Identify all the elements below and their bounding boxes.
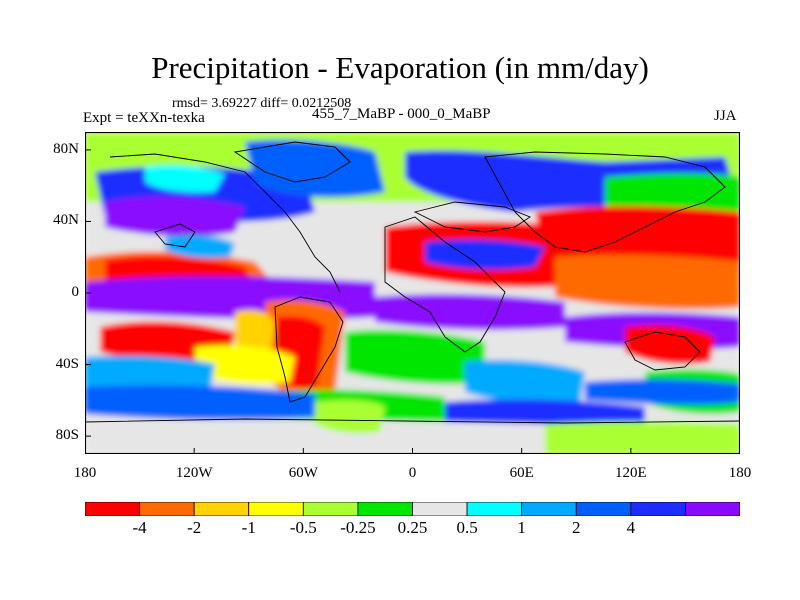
x-tick-label: 0 xyxy=(408,465,417,481)
colorbar-swatch xyxy=(466,502,523,516)
colorbar-swatch xyxy=(685,502,740,516)
y-tick-label: 40S xyxy=(55,355,79,372)
stats-label: rmsd= 3.69227 diff= 0.0212508 xyxy=(172,96,352,111)
colorbar-swatch xyxy=(302,502,359,516)
map-panel xyxy=(85,132,740,454)
experiment-label: Expt = teXXn-texka xyxy=(83,110,205,126)
colorbar-label: -0.5 xyxy=(289,518,317,537)
colorbar-label: 4 xyxy=(626,518,636,537)
x-tick-label: 120W xyxy=(175,465,213,481)
colorbar-swatch xyxy=(193,502,250,516)
coastlines xyxy=(85,141,740,424)
colorbar-swatch xyxy=(139,502,195,516)
precipitation-map xyxy=(85,132,740,454)
x-tick-label: 60E xyxy=(509,465,534,481)
colorbar-swatch xyxy=(575,502,632,516)
x-tick-label: 180 xyxy=(728,465,752,481)
y-tick-label: 0 xyxy=(71,284,80,300)
colorbar-label: 1 xyxy=(517,518,526,537)
colorbar-swatch xyxy=(630,502,686,516)
field-layers xyxy=(85,132,740,454)
colorbar-swatch xyxy=(521,502,577,516)
colorbar-swatch xyxy=(357,502,413,516)
colorbar-swatch xyxy=(412,502,468,516)
colorbar-swatch xyxy=(248,502,304,516)
y-tick-label: 80S xyxy=(55,427,79,444)
y-tick-label: 80N xyxy=(53,140,79,157)
colorbar-label: 0.5 xyxy=(456,518,478,537)
colorbar-label: 2 xyxy=(572,518,581,537)
colorbar-label: -4 xyxy=(132,518,147,537)
chart-title: Precipitation - Evaporation (in mm/day) xyxy=(151,50,649,85)
colorbar-label: -2 xyxy=(187,518,202,537)
colorbar-label: -0.25 xyxy=(340,518,376,537)
x-tick-label: 60W xyxy=(288,465,318,481)
colorbar-swatch xyxy=(85,502,140,516)
colorbar-label: -1 xyxy=(241,518,256,537)
difference-label: 455_7_MaBP - 000_0_MaBP xyxy=(312,106,491,122)
x-tick-label: 180 xyxy=(73,465,97,481)
colorbar-label: 0.25 xyxy=(397,518,428,537)
y-tick-label: 40N xyxy=(53,212,79,229)
colorbar xyxy=(85,502,740,516)
season-label: JJA xyxy=(714,108,737,124)
x-tick-label: 120E xyxy=(614,465,647,481)
